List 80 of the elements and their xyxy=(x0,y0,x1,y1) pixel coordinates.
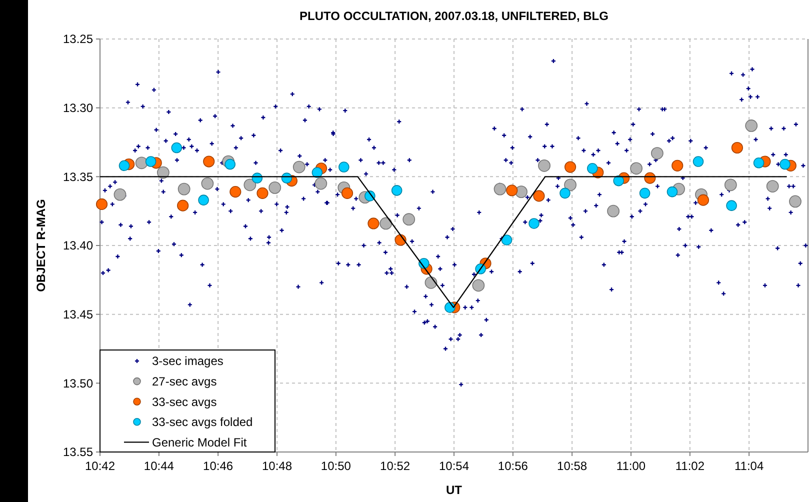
x-axis-title: UT xyxy=(446,483,463,497)
point xyxy=(391,185,402,196)
point xyxy=(256,187,268,199)
point xyxy=(731,142,743,154)
legend-label: 3-sec images xyxy=(152,354,224,368)
point xyxy=(560,188,570,199)
y-tick-label: 13.50 xyxy=(62,376,94,390)
point xyxy=(171,142,182,154)
point xyxy=(533,190,545,202)
point xyxy=(650,147,664,160)
point xyxy=(666,186,678,198)
point xyxy=(766,180,779,193)
point xyxy=(726,200,737,211)
point xyxy=(114,188,126,201)
point xyxy=(630,162,643,175)
point xyxy=(607,204,620,218)
y-tick-label: 13.55 xyxy=(62,445,94,460)
x-tick-label: 10:52 xyxy=(380,459,410,473)
point xyxy=(368,218,380,230)
point xyxy=(312,167,323,178)
y-tick-label: 13.25 xyxy=(62,32,94,46)
legend-label: 27-sec avgs xyxy=(152,374,217,388)
point xyxy=(564,161,576,173)
x-tick-label: 10:50 xyxy=(320,459,352,473)
point xyxy=(472,279,485,292)
x-tick-label: 10:58 xyxy=(557,459,588,473)
y-tick-label: 13.40 xyxy=(62,238,94,253)
point xyxy=(314,177,328,190)
x-tick-label: 11:02 xyxy=(675,459,705,473)
x-tick-label: 10:42 xyxy=(84,459,116,473)
point xyxy=(338,162,350,172)
point xyxy=(564,178,576,192)
point xyxy=(201,177,214,190)
chart-title: PLUTO OCCULTATION, 2007.03.18, UNFILTERED, BLG xyxy=(300,9,608,23)
point xyxy=(528,218,540,229)
point xyxy=(96,198,108,210)
point xyxy=(341,187,354,199)
x-tick-label: 10:56 xyxy=(498,459,528,473)
point xyxy=(203,156,215,168)
legend-label: 33-sec avgs folded xyxy=(152,415,253,430)
point xyxy=(780,158,790,170)
point xyxy=(639,188,650,199)
point xyxy=(753,158,764,168)
x-tick-label: 10:44 xyxy=(144,459,174,473)
point xyxy=(538,159,550,172)
point xyxy=(118,160,130,172)
point xyxy=(224,158,236,170)
point xyxy=(402,213,416,226)
point xyxy=(198,194,209,206)
x-tick-label: 11:00 xyxy=(616,459,646,473)
point xyxy=(697,194,710,206)
point xyxy=(789,195,802,208)
point xyxy=(745,120,758,132)
point xyxy=(292,160,306,174)
y-axis-title: OBJECT R-MAG xyxy=(34,199,48,292)
legend-label: 33-sec avgs xyxy=(152,394,217,409)
point xyxy=(506,184,518,196)
legend-label: Generic Model Fit xyxy=(152,435,248,450)
y-tick-label: 13.30 xyxy=(62,101,94,116)
point xyxy=(177,200,189,212)
point xyxy=(515,186,528,198)
point xyxy=(230,186,242,198)
point xyxy=(724,178,737,192)
point xyxy=(268,181,282,194)
point xyxy=(380,217,392,230)
x-tick-label: 10:46 xyxy=(203,459,234,473)
point xyxy=(501,234,512,246)
point xyxy=(135,156,148,170)
point xyxy=(494,182,506,196)
point xyxy=(145,156,156,167)
y-tick-label: 13.35 xyxy=(62,170,94,184)
point xyxy=(672,160,684,172)
point xyxy=(587,163,598,174)
x-tick-label: 10:54 xyxy=(438,459,470,473)
point xyxy=(178,182,190,196)
point xyxy=(244,178,256,192)
x-tick-label: 11:04 xyxy=(734,459,764,473)
point xyxy=(692,156,704,167)
y-tick-label: 13.45 xyxy=(62,308,94,322)
x-tick-label: 10:48 xyxy=(262,459,292,473)
